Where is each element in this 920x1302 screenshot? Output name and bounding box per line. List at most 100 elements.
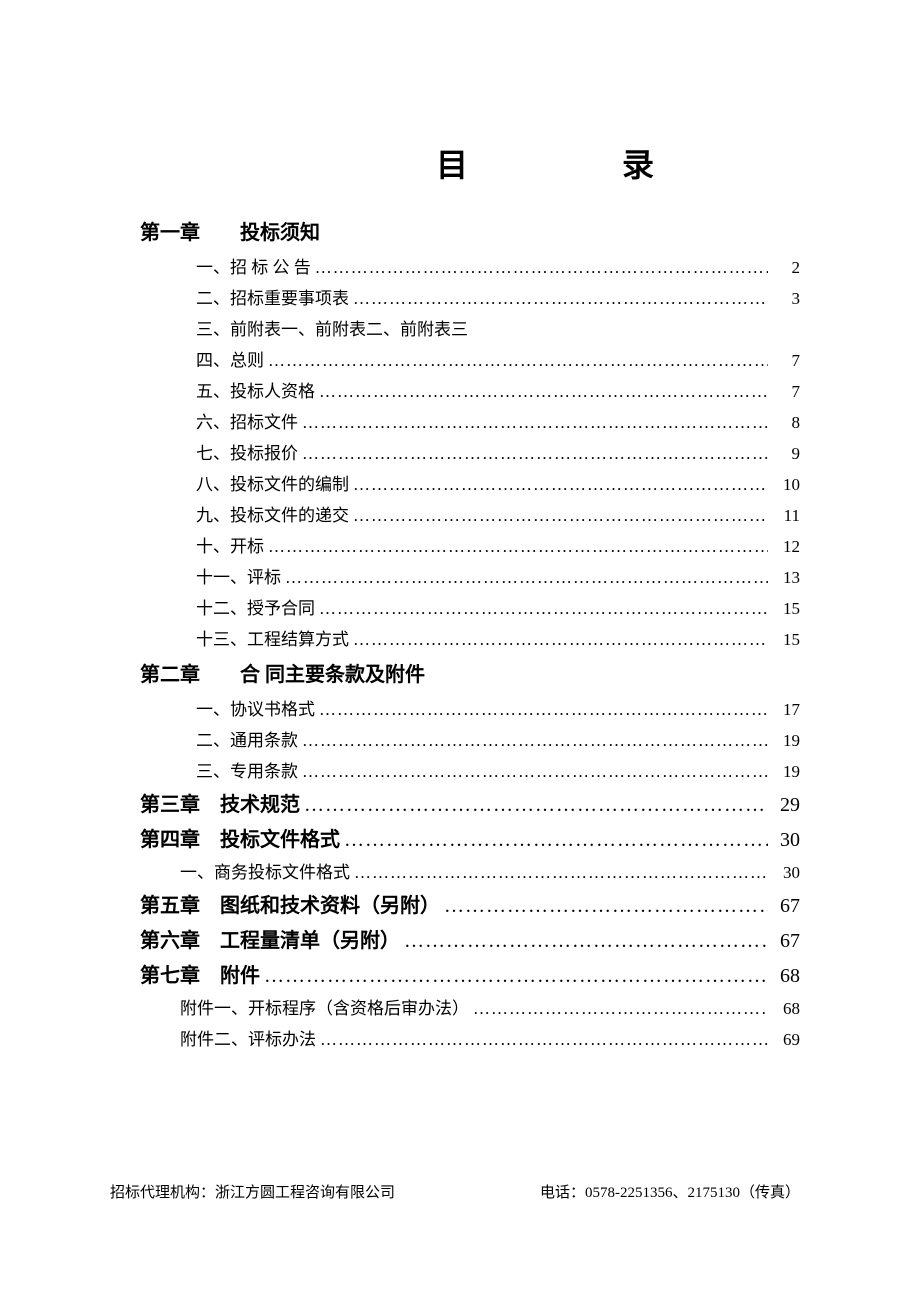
toc-dots: ………………………………………………………………………………………… — [319, 700, 768, 720]
toc-entry: 十、开标…………………………………………………………………………………………12 — [140, 532, 800, 557]
toc-entry-text: 十、开标 — [196, 532, 264, 557]
chapter-heading: 第四章投标文件格式…………………………………………………………………………………… — [140, 823, 800, 852]
toc-entry-text: 四、总则 — [196, 346, 264, 371]
page-number: 11 — [772, 506, 800, 526]
footer-agency: 招标代理机构：浙江方圆工程咨询有限公司 — [110, 1181, 395, 1202]
chapter-heading: 第七章附件…………………………………………………………………………………………6… — [140, 959, 800, 988]
page-number: 19 — [772, 762, 800, 782]
toc-dots: ………………………………………………………………………………………… — [344, 829, 768, 852]
toc-entry: 六、招标文件…………………………………………………………………………………………… — [140, 408, 800, 433]
toc-entry: 五、投标人资格………………………………………………………………………………………… — [140, 377, 800, 402]
toc-entry-text: 一、招 标 公 告 — [196, 253, 311, 278]
toc-dots: ………………………………………………………………………………………… — [353, 289, 768, 309]
toc-dots: ………………………………………………………………………………………… — [264, 965, 768, 988]
page-number: 69 — [772, 1030, 800, 1050]
toc-dots: ………………………………………………………………………………………… — [302, 762, 768, 782]
toc-entry-text: 七、投标报价 — [196, 439, 298, 464]
page-number: 19 — [772, 731, 800, 751]
page-number: 68 — [772, 965, 800, 988]
page-number: 15 — [772, 630, 800, 650]
toc-entry: 九、投标文件的递交…………………………………………………………………………………… — [140, 501, 800, 526]
toc-dots: ………………………………………………………………………………………… — [302, 731, 768, 751]
toc-entry-text: 三、专用条款 — [196, 757, 298, 782]
toc-entry: 附件一、开标程序（含资格后审办法）……………………………………………………………… — [140, 994, 800, 1019]
toc-entry-text: 附件二、评标办法 — [180, 1025, 316, 1050]
toc-dots: ………………………………………………………………………………………… — [404, 930, 768, 953]
chapter-title: 投标文件格式 — [220, 823, 340, 852]
toc-dots: ………………………………………………………………………………………… — [285, 568, 768, 588]
toc-entry-text: 附件一、开标程序（含资格后审办法） — [180, 994, 469, 1019]
page-number: 67 — [772, 895, 800, 918]
chapter-heading: 第五章图纸和技术资料（另附）……………………………………………………………………… — [140, 889, 800, 918]
chapter-title: 附件 — [220, 959, 260, 988]
toc-entry-text: 一、商务投标文件格式 — [180, 858, 350, 883]
page-number: 30 — [772, 863, 800, 883]
chapter-number: 第四章 — [140, 823, 200, 852]
toc-entry-text: 一、协议书格式 — [196, 695, 315, 720]
chapter-number: 第三章 — [140, 788, 200, 817]
page-number: 7 — [772, 351, 800, 371]
toc-dots: ………………………………………………………………………………………… — [353, 506, 768, 526]
chapter-number: 第七章 — [140, 959, 200, 988]
chapter-heading: 第二章 合 同主要条款及附件 — [140, 658, 800, 687]
chapter-title: 合 同主要条款及附件 — [240, 658, 425, 687]
chapter-number: 第六章 — [140, 924, 200, 953]
chapter-heading: 第三章技术规范………………………………………………………………………………………… — [140, 788, 800, 817]
chapter-title: 技术规范 — [220, 788, 300, 817]
toc-entry-text: 十一、评标 — [196, 563, 281, 588]
toc-entry-text: 十二、授予合同 — [196, 594, 315, 619]
toc-dots: ………………………………………………………………………………………… — [319, 599, 768, 619]
toc-entry-text: 六、招标文件 — [196, 408, 298, 433]
toc-dots: ………………………………………………………………………………………… — [302, 413, 768, 433]
page-number: 67 — [772, 930, 800, 953]
toc-entry: 八、投标文件的编制…………………………………………………………………………………… — [140, 470, 800, 495]
chapter-heading: 第六章工程量清单（另附）…………………………………………………………………………… — [140, 924, 800, 953]
chapter-number: 第一章 — [140, 216, 200, 245]
toc-entry-text: 五、投标人资格 — [196, 377, 315, 402]
chapter-title: 工程量清单（另附） — [220, 924, 400, 953]
chapter-number: 第二章 — [140, 658, 200, 687]
toc-dots: ………………………………………………………………………………………… — [473, 999, 768, 1019]
toc-dots: ………………………………………………………………………………………… — [315, 258, 768, 278]
page-number: 9 — [772, 444, 800, 464]
toc-dots: ………………………………………………………………………………………… — [353, 475, 768, 495]
toc-dots: ………………………………………………………………………………………… — [268, 351, 768, 371]
toc-dots: ………………………………………………………………………………………… — [354, 863, 768, 883]
page-footer: 招标代理机构：浙江方圆工程咨询有限公司 电话：0578-2251356、2175… — [110, 1181, 800, 1202]
chapter-title: 图纸和技术资料（另附） — [220, 889, 440, 918]
toc-dots: ………………………………………………………………………………………… — [353, 630, 768, 650]
toc-entry: 二、招标重要事项表…………………………………………………………………………………… — [140, 284, 800, 309]
page-number: 7 — [772, 382, 800, 402]
toc-entry: 三、前附表一、前附表二、前附表三 — [140, 315, 800, 340]
toc-dots: ………………………………………………………………………………………… — [304, 794, 768, 817]
toc-entry: 一、商务投标文件格式………………………………………………………………………………… — [140, 858, 800, 883]
table-of-contents: 第一章投标须知一、招 标 公 告………………………………………………………………… — [140, 216, 800, 1050]
page-number: 12 — [772, 537, 800, 557]
toc-dots: ………………………………………………………………………………………… — [302, 444, 768, 464]
page-number: 10 — [772, 475, 800, 495]
chapter-number: 第五章 — [140, 889, 200, 918]
page-number: 3 — [772, 289, 800, 309]
toc-entry: 三、专用条款…………………………………………………………………………………………… — [140, 757, 800, 782]
page-number: 17 — [772, 700, 800, 720]
page-number: 2 — [772, 258, 800, 278]
toc-entry: 十二、授予合同………………………………………………………………………………………… — [140, 594, 800, 619]
page-number: 30 — [772, 829, 800, 852]
toc-dots: ………………………………………………………………………………………… — [319, 382, 768, 402]
toc-entry: 一、招 标 公 告…………………………………………………………………………………… — [140, 253, 800, 278]
toc-dots: ………………………………………………………………………………………… — [320, 1030, 768, 1050]
toc-entry-text: 九、投标文件的递交 — [196, 501, 349, 526]
page-number: 68 — [772, 999, 800, 1019]
toc-entry-text: 二、招标重要事项表 — [196, 284, 349, 309]
page-number: 15 — [772, 599, 800, 619]
toc-entry-text: 十三、工程结算方式 — [196, 625, 349, 650]
toc-entry: 附件二、评标办法 …………………………………………………………………………………… — [140, 1025, 800, 1050]
toc-entry: 十一、评标…………………………………………………………………………………………1… — [140, 563, 800, 588]
toc-entry: 十三、工程结算方式…………………………………………………………………………………… — [140, 625, 800, 650]
toc-entry-text: 二、通用条款 — [196, 726, 298, 751]
chapter-heading: 第一章 投标须知 — [140, 216, 800, 245]
toc-entry-text: 八、投标文件的编制 — [196, 470, 349, 495]
toc-entry: 一、协议书格式………………………………………………………………………………………… — [140, 695, 800, 720]
page-title: 目 录 — [140, 140, 800, 186]
chapter-title: 投标须知 — [240, 216, 320, 245]
